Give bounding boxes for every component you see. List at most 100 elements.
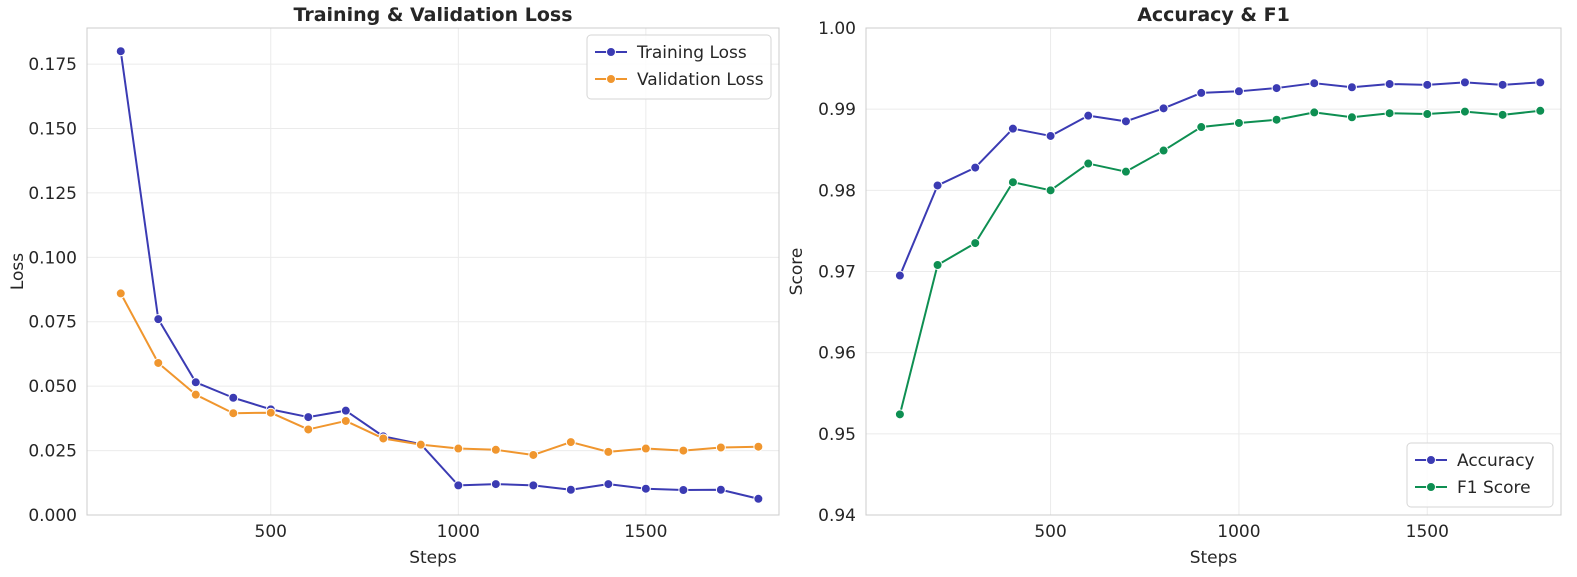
loss-chart-xlabel: Steps xyxy=(409,548,457,568)
accuracy-data-point xyxy=(894,270,905,281)
accuracy-data-point xyxy=(1497,79,1508,90)
accuracy-chart-title: Accuracy & F1 xyxy=(1137,4,1290,26)
loss-series-line-1 xyxy=(119,292,759,456)
loss-data-point xyxy=(453,443,464,454)
loss-data-point xyxy=(190,377,201,388)
loss-ytick-label: 0.050 xyxy=(28,377,77,397)
loss-data-point xyxy=(640,443,651,454)
loss-chart-title: Training & Validation Loss xyxy=(293,4,572,26)
loss-data-point xyxy=(228,392,239,403)
loss-data-point xyxy=(265,407,276,418)
accuracy-legend-marker xyxy=(1426,455,1436,465)
accuracy-plot-frame xyxy=(865,27,1562,516)
loss-xtick-label: 1000 xyxy=(437,522,480,542)
loss-data-point xyxy=(753,441,764,452)
accuracy-data-point xyxy=(1083,110,1094,121)
accuracy-xtick-label: 1500 xyxy=(1406,522,1449,542)
accuracy-xtick-label: 1000 xyxy=(1217,522,1260,542)
loss-xtick-label: 1500 xyxy=(624,522,667,542)
accuracy-data-point xyxy=(932,260,943,271)
loss-data-point xyxy=(153,357,164,368)
accuracy-ytick-label: 0.96 xyxy=(818,344,856,364)
accuracy-data-point xyxy=(1271,114,1282,125)
accuracy-data-point xyxy=(1422,79,1433,90)
loss-data-point xyxy=(340,405,351,416)
loss-data-point xyxy=(453,480,464,491)
loss-ytick-label: 0.075 xyxy=(28,313,77,333)
accuracy-data-point xyxy=(970,162,981,173)
accuracy-data-point xyxy=(1007,123,1018,134)
loss-data-point xyxy=(190,389,201,400)
loss-data-point xyxy=(528,480,539,491)
loss-legend-marker xyxy=(606,47,616,57)
accuracy-data-point xyxy=(970,238,981,249)
accuracy-legend-label: Accuracy xyxy=(1457,451,1535,471)
loss-chart-ylabel: Loss xyxy=(8,253,28,290)
loss-data-point xyxy=(678,485,689,496)
accuracy-legend-marker xyxy=(1426,482,1436,492)
accuracy-ytick-label: 1.00 xyxy=(818,19,856,39)
loss-data-point xyxy=(340,415,351,426)
accuracy-ytick-label: 0.99 xyxy=(818,100,856,120)
loss-legend-label: Training Loss xyxy=(636,43,747,63)
loss-plot-frame xyxy=(86,27,780,516)
loss-data-point xyxy=(228,408,239,419)
loss-data-point xyxy=(490,479,501,490)
loss-ytick-label: 0.125 xyxy=(28,184,77,204)
accuracy-data-point xyxy=(1007,177,1018,188)
loss-data-point xyxy=(640,483,651,494)
accuracy-data-point xyxy=(1497,109,1508,120)
loss-legend-box xyxy=(586,34,772,100)
accuracy-chart: Accuracy & F1 Steps Score 0.94 0.95 0.96 0.… xyxy=(787,4,1562,568)
loss-data-point xyxy=(715,442,726,453)
loss-ytick-label: 0.100 xyxy=(28,248,77,268)
accuracy-data-point xyxy=(1120,166,1131,177)
accuracy-xtick-label: 500 xyxy=(1034,522,1066,542)
accuracy-data-point xyxy=(1158,145,1169,156)
loss-data-point xyxy=(115,46,126,57)
accuracy-data-point xyxy=(1233,117,1244,128)
accuracy-data-point xyxy=(1045,130,1056,141)
accuracy-chart-xlabel: Steps xyxy=(1190,548,1238,568)
accuracy-data-point xyxy=(1535,77,1546,88)
accuracy-series-line-0 xyxy=(898,81,1541,276)
accuracy-ytick-label: 0.95 xyxy=(818,425,856,445)
loss-data-point xyxy=(153,314,164,325)
loss-ytick-label: 0.025 xyxy=(28,442,77,462)
accuracy-legend-label: F1 Score xyxy=(1457,478,1531,498)
accuracy-data-point xyxy=(1233,86,1244,97)
loss-series-line-0 xyxy=(119,51,759,500)
accuracy-series-line-1 xyxy=(898,109,1541,415)
loss-legend-label: Validation Loss xyxy=(637,70,764,90)
loss-ytick-label: 0.175 xyxy=(28,55,77,75)
loss-data-point xyxy=(415,439,426,450)
loss-data-point xyxy=(565,484,576,495)
loss-data-point xyxy=(715,484,726,495)
loss-ytick-label: 0.000 xyxy=(28,506,77,526)
accuracy-data-point xyxy=(1459,77,1470,88)
loss-legend-marker xyxy=(606,74,616,84)
loss-data-point xyxy=(303,412,314,423)
loss-data-point xyxy=(603,479,614,490)
loss-data-point xyxy=(603,446,614,457)
accuracy-data-point xyxy=(1309,78,1320,89)
loss-data-point xyxy=(115,288,126,299)
accuracy-ytick-label: 0.98 xyxy=(818,181,856,201)
loss-data-point xyxy=(378,433,389,444)
loss-data-point xyxy=(303,424,314,435)
accuracy-data-point xyxy=(1083,158,1094,169)
accuracy-data-point xyxy=(1459,106,1470,117)
accuracy-chart-ylabel: Score xyxy=(787,248,807,296)
accuracy-data-point xyxy=(1346,82,1357,93)
accuracy-legend: Accuracy F1 Score xyxy=(1406,442,1554,508)
accuracy-data-point xyxy=(1158,103,1169,114)
loss-data-point xyxy=(678,445,689,456)
accuracy-data-point xyxy=(1045,185,1056,196)
loss-chart: Training & Validation Loss Steps Loss 0.… xyxy=(8,4,780,568)
accuracy-data-point xyxy=(894,409,905,420)
accuracy-ytick-label: 0.94 xyxy=(818,506,856,526)
loss-ytick-label: 0.150 xyxy=(28,119,77,139)
accuracy-data-point xyxy=(1120,116,1131,127)
accuracy-data-point xyxy=(1535,105,1546,116)
